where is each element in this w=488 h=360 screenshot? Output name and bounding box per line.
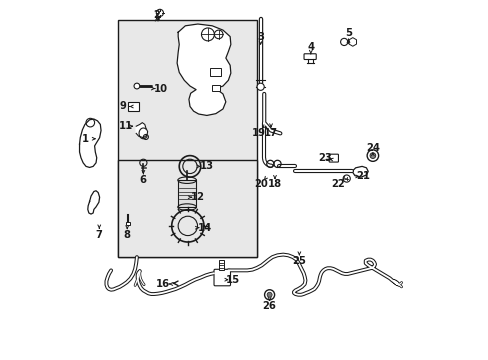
Circle shape [366,150,378,161]
FancyBboxPatch shape [118,160,257,257]
Polygon shape [80,119,101,167]
Text: 25: 25 [292,256,305,266]
FancyBboxPatch shape [214,269,230,286]
Text: 16: 16 [155,279,169,289]
Text: 6: 6 [140,175,146,185]
Text: 22: 22 [330,179,344,189]
Text: 15: 15 [225,275,240,285]
Text: 26: 26 [262,301,276,311]
Bar [128,102,139,111]
Bar [210,68,221,76]
FancyBboxPatch shape [328,154,338,162]
Bar [218,260,223,270]
Bar [125,222,130,225]
FancyBboxPatch shape [304,54,316,59]
Text: 23: 23 [318,153,331,163]
Circle shape [340,39,347,45]
Bar [211,85,220,91]
Text: 19: 19 [251,128,265,138]
Text: 20: 20 [253,179,267,189]
Text: 12: 12 [190,192,204,202]
Circle shape [156,9,163,17]
Polygon shape [88,191,100,214]
Circle shape [343,175,349,182]
Circle shape [134,83,140,89]
Text: 24: 24 [365,143,379,153]
Text: 17: 17 [264,128,278,138]
Circle shape [369,153,375,158]
FancyBboxPatch shape [118,21,257,257]
Bar [178,180,196,207]
Polygon shape [351,166,367,177]
Text: 14: 14 [198,223,212,233]
Polygon shape [177,24,230,116]
Text: 2: 2 [153,10,160,20]
Text: 13: 13 [200,161,213,171]
Circle shape [264,290,274,300]
Text: 5: 5 [345,28,351,38]
Circle shape [257,83,264,90]
Text: 1: 1 [81,134,88,144]
Text: 4: 4 [306,42,314,52]
Text: 11: 11 [118,121,132,131]
Text: 8: 8 [123,230,130,239]
Circle shape [266,292,271,297]
Text: 3: 3 [257,32,264,41]
Text: 18: 18 [267,179,282,189]
Text: 10: 10 [154,84,168,94]
Text: 21: 21 [355,171,369,181]
Polygon shape [136,123,147,138]
Text: 7: 7 [96,230,102,239]
Text: 9: 9 [120,102,126,112]
